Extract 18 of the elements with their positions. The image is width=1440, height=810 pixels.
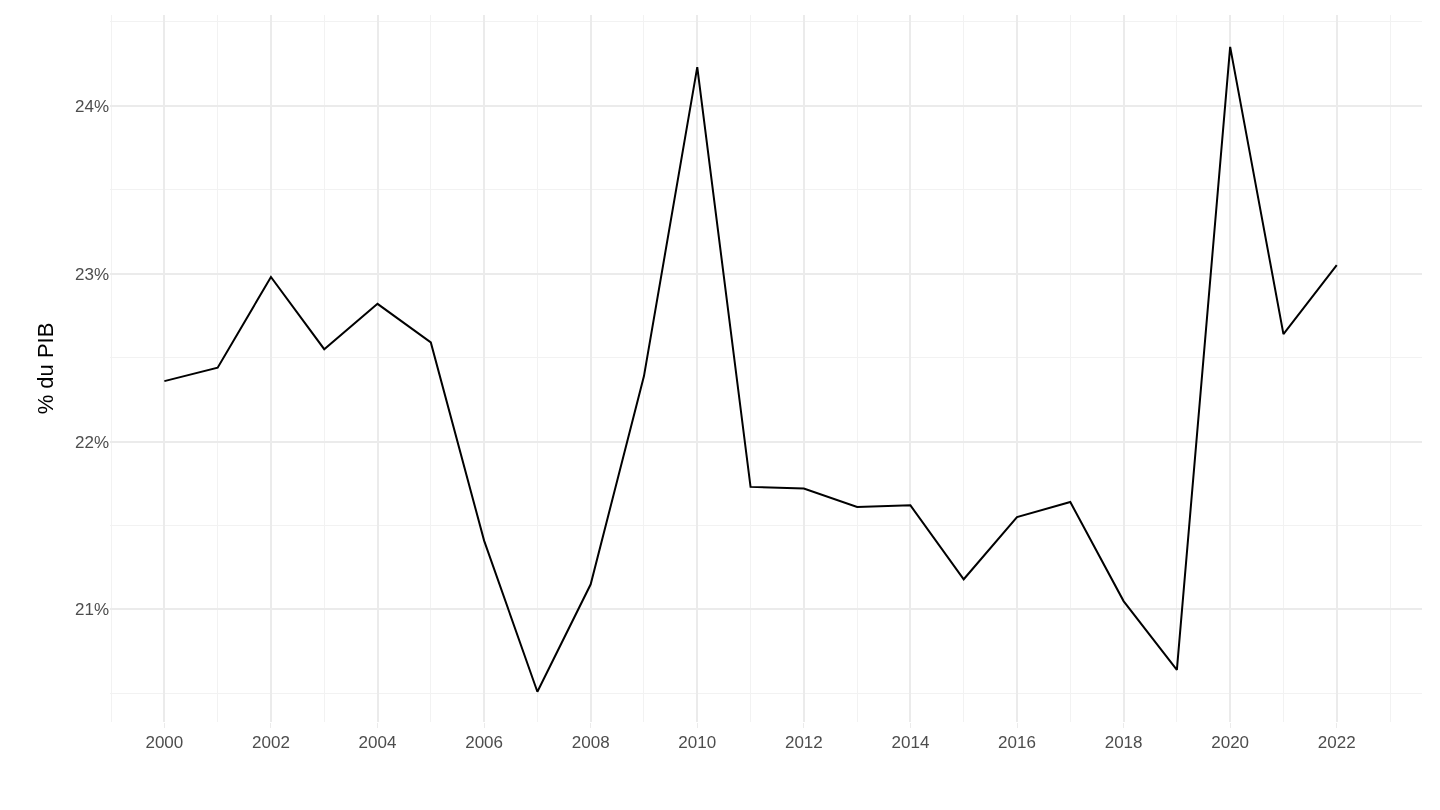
x-tick-label: 2002 <box>252 733 290 753</box>
x-tick-label: 2004 <box>358 733 397 753</box>
line-series <box>163 45 1338 693</box>
y-tick-label: 21% <box>74 600 109 620</box>
y-tick-label: 23% <box>74 264 109 284</box>
x-tick-label: 2018 <box>1104 733 1143 753</box>
y-tick-label: 22% <box>74 432 109 452</box>
x-tick-label: 2006 <box>465 733 504 753</box>
x-tick-label: 2012 <box>784 733 823 753</box>
x-tick-label: 2016 <box>998 733 1036 753</box>
x-tick-label: 2010 <box>678 733 717 753</box>
x-tick-label: 2020 <box>1211 733 1250 753</box>
x-tick-label: 2014 <box>891 733 930 753</box>
x-tick-label: 2000 <box>145 733 184 753</box>
x-tick-label: 2008 <box>571 733 610 753</box>
y-axis-title: % du PIB <box>32 322 58 415</box>
x-tick-label: 2022 <box>1317 733 1356 753</box>
y-tick-label: 24% <box>74 96 109 116</box>
